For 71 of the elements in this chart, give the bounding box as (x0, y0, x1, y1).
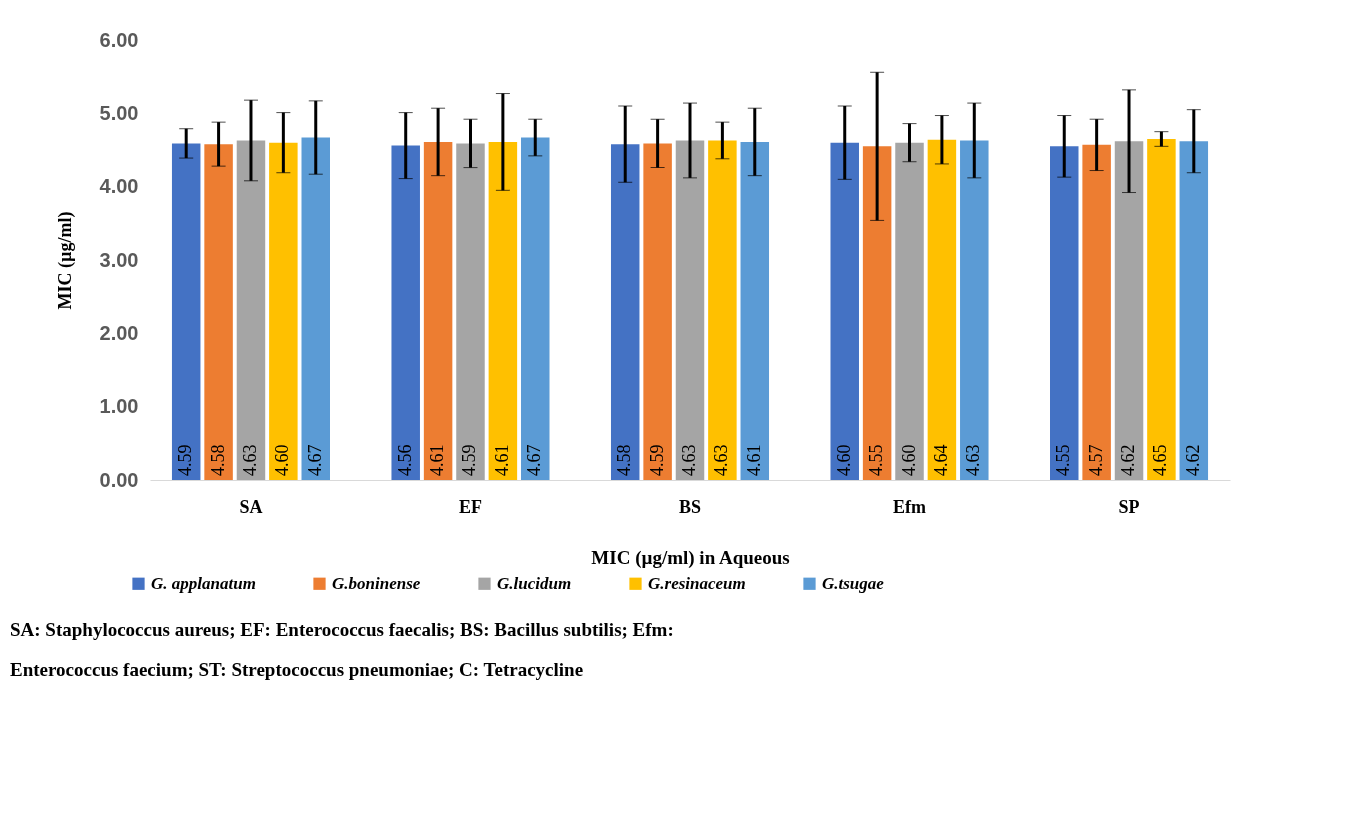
y-axis-title: MIC (µg/ml) (54, 211, 76, 310)
bar (521, 137, 550, 480)
data-label: 4.63 (711, 444, 732, 476)
x-tick-label: SP (1118, 496, 1140, 517)
bar (960, 140, 989, 480)
data-label: 4.60 (898, 444, 919, 476)
bar (204, 144, 233, 480)
data-label: 4.67 (524, 444, 545, 476)
bar (1179, 141, 1209, 480)
bar (708, 140, 737, 480)
bar (269, 142, 298, 480)
x-tick-label: Efm (893, 496, 927, 517)
data-label: 4.55 (866, 444, 887, 476)
data-label: 4.63 (679, 444, 699, 476)
data-label: 4.57 (1085, 444, 1106, 476)
bar (643, 143, 672, 480)
legend-label: G.tsugae (822, 573, 885, 593)
data-label: 4.67 (304, 444, 325, 476)
bar (456, 143, 485, 480)
data-label: 4.61 (491, 444, 512, 476)
legend-label: G. applanatum (151, 573, 256, 593)
bar (862, 146, 892, 480)
legend-label: G.boninense (332, 573, 421, 593)
bar (1114, 141, 1144, 480)
x-tick-label: SA (239, 496, 263, 517)
data-label: 4.56 (394, 444, 415, 476)
bar (675, 140, 705, 480)
data-label: 4.65 (1150, 444, 1171, 476)
bar (236, 140, 266, 480)
data-label: 4.60 (833, 444, 854, 476)
legend-label: G.resinaceum (648, 573, 746, 593)
bar (1050, 146, 1079, 480)
text: Enterococcus faecium; ST: Streptococcus pneumoniae; C: Tetracycline (10, 659, 584, 680)
x-tick-label: BS (678, 496, 702, 517)
text: SA: Staphylococcus aureus; EF: Enterococcus faecalis; BS: Bacillus subtilis; Efm: (10, 619, 674, 640)
bar (1082, 144, 1111, 480)
bar (895, 142, 924, 480)
data-label: 4.55 (1053, 444, 1074, 476)
bar (171, 143, 201, 480)
y-tick-label: 1.00 (99, 395, 139, 418)
data-label: 4.58 (207, 444, 228, 476)
x-tick-label: EF (458, 496, 482, 517)
y-tick-label: 2.00 (99, 321, 139, 344)
bar (423, 141, 453, 480)
data-label: 4.59 (459, 444, 480, 476)
bar (740, 141, 770, 480)
bar (488, 141, 518, 480)
data-label: 4.59 (646, 444, 667, 476)
bar (830, 142, 859, 480)
y-tick-label: 6.00 (99, 28, 139, 51)
x-axis-title: MIC (µg/ml) in Aqueous (591, 546, 790, 569)
bar (610, 144, 640, 480)
bar (1147, 139, 1176, 480)
data-label: 4.63 (239, 444, 260, 476)
data-label: 4.62 (1118, 444, 1139, 476)
data-label: 4.62 (1182, 444, 1203, 476)
data-label: 4.58 (614, 444, 635, 476)
legend-label: G.lucidum (497, 573, 572, 593)
data-label: 4.63 (963, 444, 984, 476)
y-tick-label: 4.00 (99, 175, 139, 198)
data-label: 4.64 (930, 444, 951, 476)
y-tick-label: 0.00 (99, 468, 139, 491)
bar (301, 137, 330, 480)
data-label: 4.61 (743, 444, 764, 476)
data-label: 4.60 (272, 444, 293, 476)
data-label: 4.59 (175, 444, 196, 476)
data-label: 4.61 (427, 444, 448, 476)
bar (391, 145, 420, 480)
y-tick-label: 5.00 (99, 101, 139, 124)
y-tick-label: 3.00 (99, 248, 139, 271)
bar (927, 139, 957, 480)
